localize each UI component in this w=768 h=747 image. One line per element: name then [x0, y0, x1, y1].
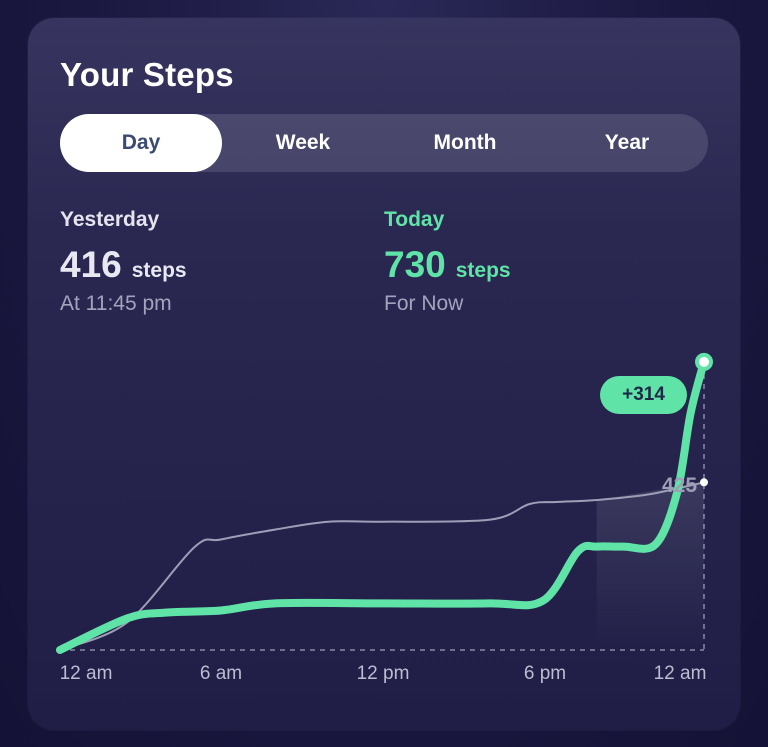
tab-month[interactable]: Month — [433, 131, 497, 154]
yesterday-end-label: 425 — [662, 474, 698, 497]
steps-chart — [56, 352, 713, 654]
today-steps-unit: steps — [455, 259, 511, 282]
yesterday-steps-value: 416 — [60, 244, 122, 285]
yesterday-label: Yesterday — [60, 208, 160, 231]
period-selector: Day Week Month Year — [60, 114, 708, 172]
steps-card: Your Steps Day Week Month Year Yesterday… — [28, 18, 740, 730]
x-tick-label: 6 pm — [523, 663, 567, 684]
x-tick-label: 12 am — [653, 663, 707, 684]
tab-week[interactable]: Week — [275, 131, 331, 154]
today-stat: Today 730 steps For Now — [384, 208, 511, 316]
x-tick-label: 12 am — [59, 663, 113, 684]
today-value-row: 730 steps — [384, 244, 511, 286]
today-area-fill — [596, 482, 704, 650]
today-delta-badge: +314 — [600, 376, 687, 414]
tab-day[interactable]: Day — [60, 114, 222, 172]
yesterday-steps-unit: steps — [131, 259, 187, 282]
today-label: Today — [384, 208, 445, 231]
yesterday-line — [59, 481, 705, 651]
x-tick-label: 12 pm — [356, 663, 410, 684]
tab-year[interactable]: Year — [604, 131, 650, 154]
today-line — [56, 357, 708, 654]
today-steps-value: 730 — [384, 244, 446, 285]
yesterday-stat: Yesterday 416 steps At 11:45 pm — [60, 208, 187, 316]
today-subtitle: For Now — [384, 292, 464, 315]
yesterday-subtitle: At 11:45 pm — [60, 292, 172, 315]
page-title: Your Steps — [60, 56, 234, 93]
today-end-dot[interactable] — [695, 352, 713, 371]
yesterday-end-dot — [700, 478, 708, 487]
yesterday-value-row: 416 steps — [60, 244, 187, 286]
x-tick-label: 6 am — [199, 663, 243, 684]
